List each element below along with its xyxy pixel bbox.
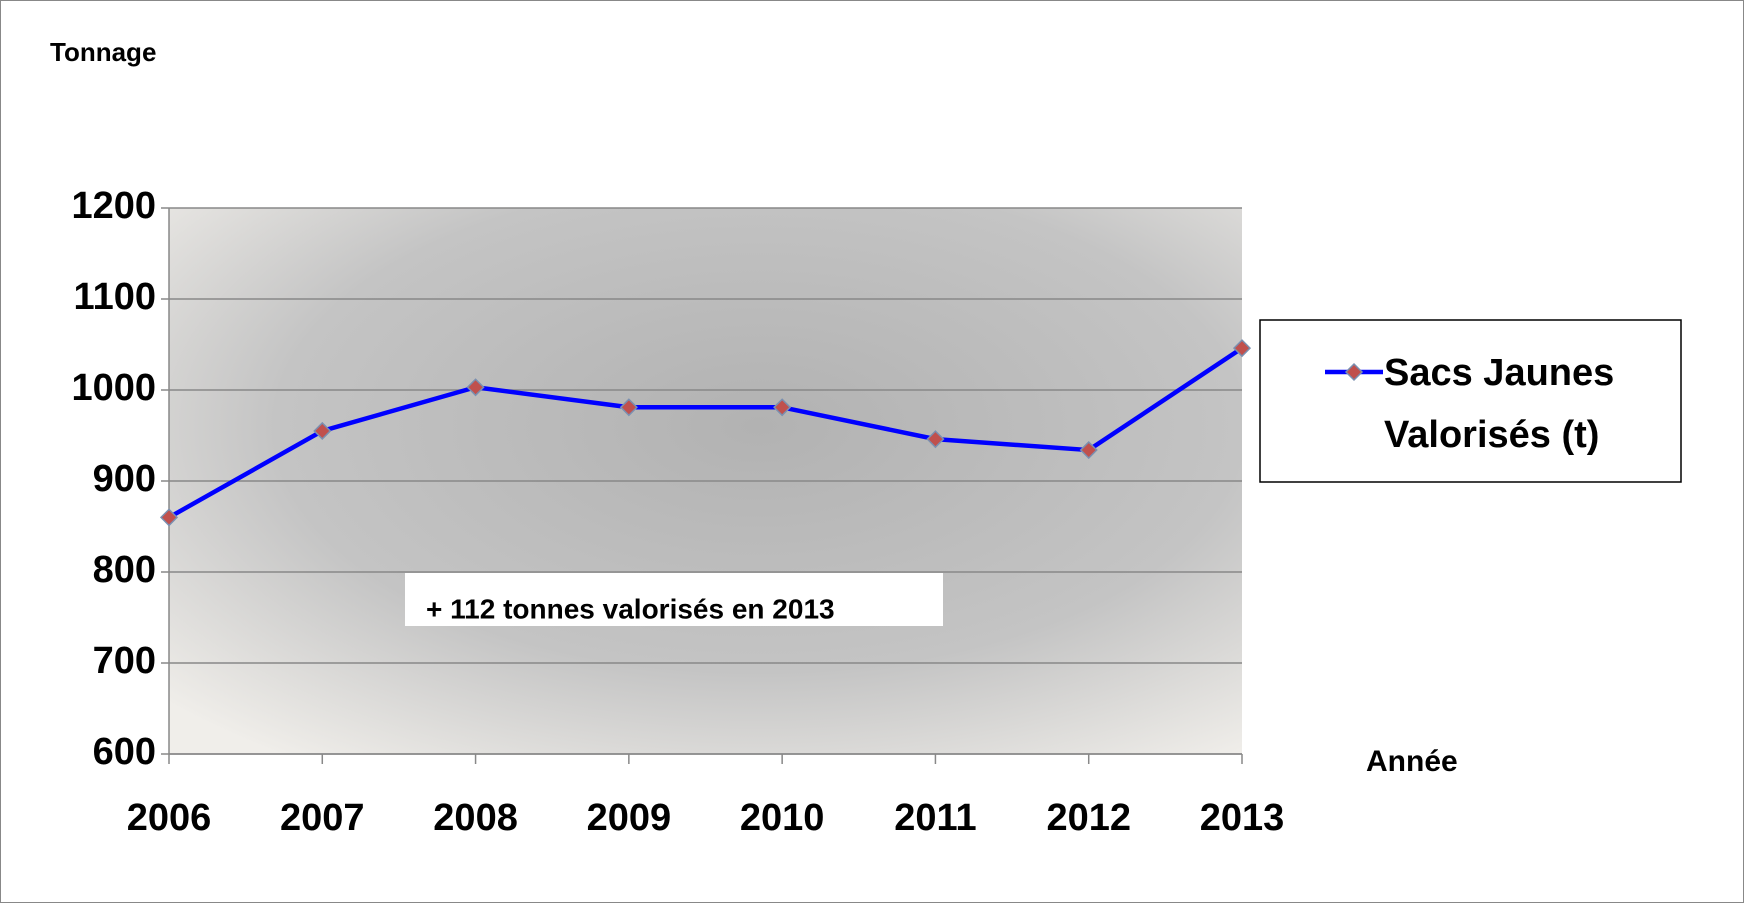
x-tick-label: 2006 [127, 797, 212, 839]
marker [159, 508, 179, 527]
y-tick-label: 1200 [71, 185, 156, 227]
x-tick-label: 2008 [433, 797, 518, 839]
legend-box [1259, 319, 1682, 483]
y-axis-title: Tonnage [50, 37, 156, 67]
marker [313, 421, 332, 441]
marker [926, 430, 945, 449]
y-tick-label: 800 [93, 549, 156, 591]
marker [1232, 339, 1252, 358]
marker [773, 398, 792, 417]
marker [619, 398, 638, 417]
y-tick-label: 900 [93, 458, 156, 500]
x-tick-label: 2012 [1046, 797, 1131, 839]
x-tick-label: 2013 [1200, 797, 1285, 839]
x-tick-label: 2010 [740, 797, 825, 839]
marker [466, 378, 485, 397]
y-tick-label: 1000 [71, 367, 156, 409]
annotation-box [405, 573, 943, 626]
y-tick-label: 600 [93, 731, 156, 773]
x-tick-label: 2009 [587, 797, 672, 839]
marker [1079, 440, 1098, 460]
legend-marker [1344, 362, 1364, 382]
series-line [167, 346, 1244, 520]
legend-label: Sacs Jaunes Valorisés (t) [1384, 352, 1615, 456]
annotation: + 112 tonnes valorisés en 2013 [426, 593, 835, 624]
x-tick-label: 2007 [280, 797, 365, 839]
y-tick-label: 700 [93, 640, 156, 682]
x-axis-title: Année [1366, 745, 1458, 778]
y-tick-label: 1100 [74, 276, 156, 318]
x-tick-label: 2011 [894, 797, 976, 839]
